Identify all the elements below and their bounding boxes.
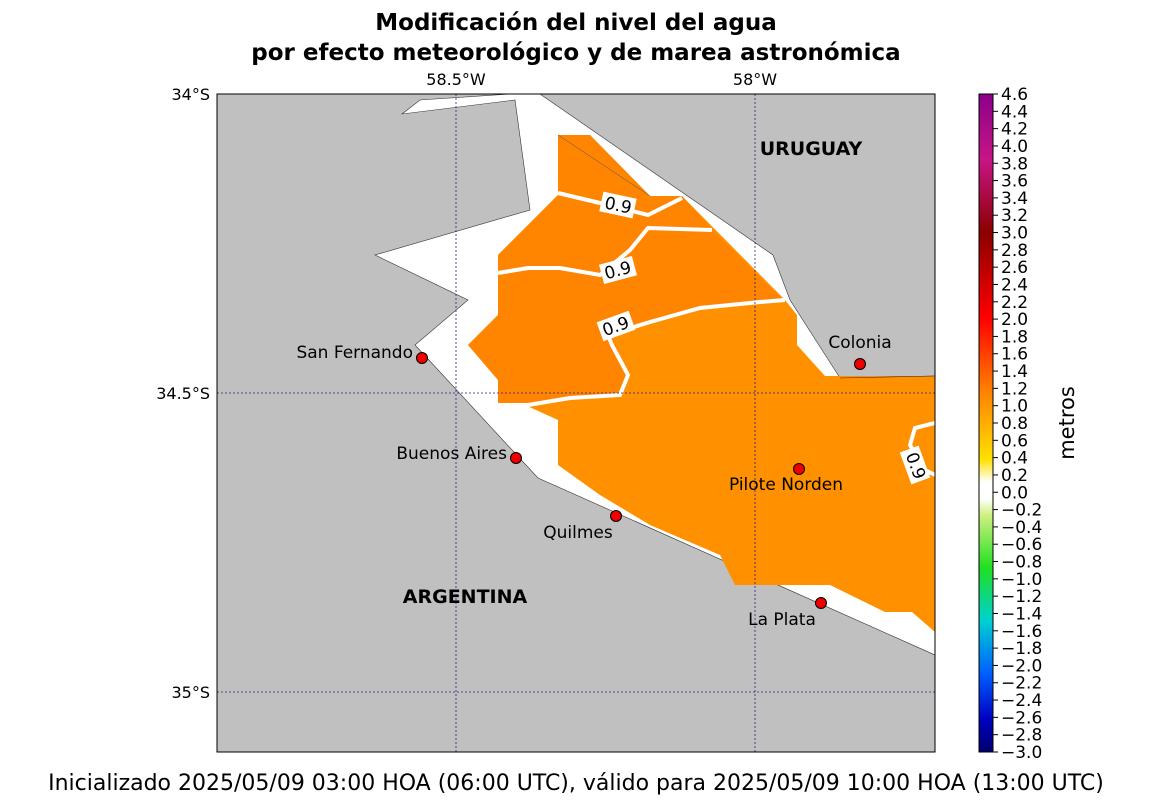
colorbar <box>978 93 994 753</box>
colorbar-tick-label: 3.8 <box>1001 154 1028 174</box>
colorbar-tick-label: 0.2 <box>1001 466 1028 486</box>
graticule <box>217 94 935 752</box>
colorbar-tick-label: 3.2 <box>1001 206 1028 226</box>
colorbar-tick-label: −0.8 <box>1001 553 1042 573</box>
map-frame <box>216 93 936 753</box>
lat-label: 35°S <box>171 683 210 702</box>
stations <box>416 352 866 609</box>
place-label: Quilmes <box>543 523 613 543</box>
place-label: Buenos Aires <box>396 444 507 464</box>
colorbar-tick-label: 2.0 <box>1001 310 1028 330</box>
colorbar-tick-label: 4.4 <box>1001 102 1028 122</box>
colorbar-tick-label: −1.4 <box>1001 604 1042 624</box>
colorbar-tick-label: −2.8 <box>1001 726 1042 746</box>
colorbar-tick-label: −0.6 <box>1001 535 1042 555</box>
colorbar-tick-label: 2.6 <box>1001 258 1028 278</box>
title-line: por efecto meteorológico y de marea astr… <box>251 40 900 66</box>
map: 0.9 0.9 0.9 0.9 San Fernando Buenos Aire… <box>217 94 935 752</box>
colorbar-tick-label: 3.6 <box>1001 172 1028 192</box>
colorbar-tick-label: −2.4 <box>1001 691 1042 711</box>
lat-label: 34.5°S <box>156 384 210 403</box>
colorbar-tick-label: −1.8 <box>1001 639 1042 659</box>
colorbar-tick-label: −0.4 <box>1001 518 1042 538</box>
colorbar-tick-label: 4.6 <box>1001 85 1028 105</box>
colorbar-tick-label: 1.8 <box>1001 327 1028 347</box>
lat-label: 34°S <box>171 85 210 104</box>
place-label: Pilote Norden <box>729 475 843 495</box>
place-label: La Plata <box>748 610 816 630</box>
colorbar-tick-label: −3.0 <box>1001 743 1042 763</box>
colorbar-tick-label: 1.4 <box>1001 362 1028 382</box>
colorbar-tick-label: −2.2 <box>1001 674 1042 694</box>
colorbar-tick-label: −2.6 <box>1001 708 1042 728</box>
place-label: Colonia <box>828 333 891 353</box>
colorbar-tick-label: 0.4 <box>1001 449 1028 469</box>
colorbar-tick-label: 0.8 <box>1001 414 1028 434</box>
footer: Inicializado 2025/05/09 03:00 HOA (06:00… <box>48 771 1104 796</box>
colorbar-tick-label: 1.6 <box>1001 345 1028 365</box>
country-label: ARGENTINA <box>403 586 528 608</box>
colorbar-tick-label: 0.0 <box>1001 483 1028 503</box>
colorbar-tick-label: −2.0 <box>1001 656 1042 676</box>
colorbar-tick-label: 0.6 <box>1001 431 1028 451</box>
title-line: Modificación del nivel del agua <box>375 10 776 36</box>
colorbar-tick-label: −1.0 <box>1001 570 1042 590</box>
colorbar-tick-label: 4.0 <box>1001 137 1028 157</box>
colorbar-tick-label: 3.4 <box>1001 189 1028 209</box>
colorbar-tick-label: 2.2 <box>1001 293 1028 313</box>
lon-label: 58°W <box>733 70 777 89</box>
colorbar-tick-label: 1.2 <box>1001 379 1028 399</box>
place-label: San Fernando <box>296 343 413 363</box>
colorbar-tick-label: −0.2 <box>1001 501 1042 521</box>
contour <box>497 191 935 477</box>
colorbar-tick-label: −1.2 <box>1001 587 1042 607</box>
colorbar-tick-label: −1.6 <box>1001 622 1042 642</box>
colorbar-ticks: 4.64.44.24.03.83.63.43.23.02.82.62.42.22… <box>993 85 1042 763</box>
colorbar-tick-label: 1.0 <box>1001 397 1028 417</box>
colorbar-tick-label: 2.8 <box>1001 241 1028 261</box>
colorbar-tick-label: 2.4 <box>1001 275 1028 295</box>
lon-label: 58.5°W <box>426 70 486 89</box>
colorbar-tick-label: 4.2 <box>1001 120 1028 140</box>
colorbar-label: metros <box>1055 386 1079 460</box>
country-label: URUGUAY <box>760 138 863 160</box>
colorbar-tick-label: 3.0 <box>1001 224 1028 244</box>
